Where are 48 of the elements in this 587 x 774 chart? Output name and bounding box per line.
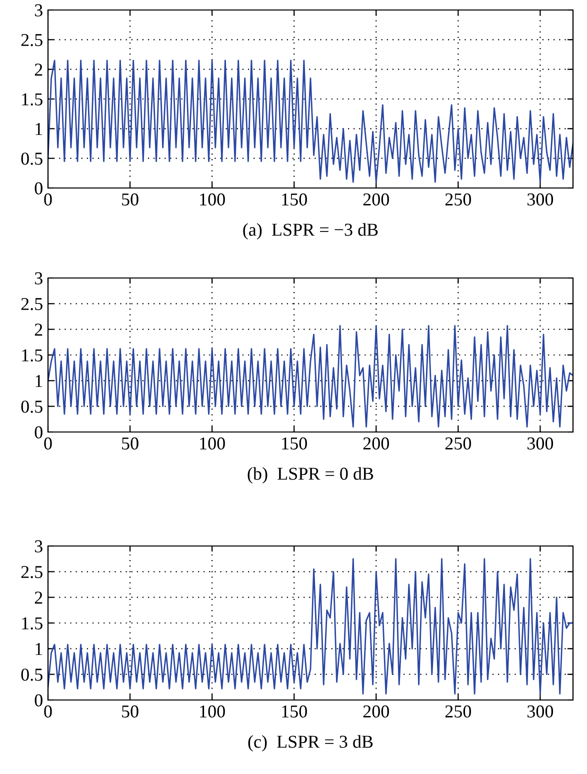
x-tick-label: 100 (200, 705, 225, 718)
y-tick-label: 0 (34, 694, 42, 706)
y-tick-label: 1 (36, 375, 42, 387)
x-tick-label: 300 (528, 705, 554, 718)
y-tick-label: 0.5 (21, 668, 42, 681)
y-tick-label: 0 (34, 426, 42, 438)
y-tick-label: 3 (34, 272, 42, 284)
x-axis-title: (b) LSPR = 0 dB (248, 467, 374, 484)
y-tick-label: 3 (34, 4, 42, 16)
x-tick-label: 200 (363, 193, 389, 206)
x-tick-label: 150 (282, 705, 307, 718)
x-tick-label: 50 (122, 193, 138, 206)
x-tick-label: 300 (528, 193, 554, 206)
y-tick-label: 2 (34, 64, 42, 76)
y-tick-label: 1 (36, 643, 42, 655)
x-axis-title: (c) LSPR = 3 dB (248, 735, 373, 752)
x-tick-label: 250 (445, 193, 472, 206)
y-tick-label: 2 (34, 324, 42, 336)
x-tick-label: 300 (528, 437, 554, 450)
x-tick-label: 250 (445, 705, 472, 718)
y-tick-label: 1 (36, 123, 42, 135)
y-tick-label: 0.5 (21, 400, 42, 413)
x-tick-label: 50 (122, 705, 138, 718)
x-tick-label: 100 (200, 437, 225, 450)
line-series (48, 558, 573, 695)
y-tick-label: 2.5 (21, 34, 42, 46)
x-tick-label: 0 (44, 437, 52, 450)
y-tick-label: 2.5 (21, 298, 42, 310)
y-tick-label: 1.5 (22, 93, 42, 106)
x-tick-label: 200 (363, 705, 389, 718)
y-tick-label: 2 (34, 592, 42, 604)
x-tick-label: 0 (44, 193, 52, 206)
x-tick-label: 50 (122, 437, 138, 450)
x-tick-label: 250 (445, 437, 472, 450)
line-series (48, 60, 573, 183)
x-tick-label: 150 (282, 193, 307, 206)
y-tick-label: 1.5 (22, 349, 42, 362)
line-series (48, 325, 573, 428)
y-tick-label: 0 (34, 182, 42, 194)
y-tick-label: 3 (34, 540, 42, 552)
y-tick-label: 2.5 (21, 566, 42, 578)
x-tick-label: 200 (363, 437, 389, 450)
y-tick-label: 1.5 (22, 617, 42, 630)
x-tick-label: 150 (282, 437, 307, 450)
x-axis-title: (a) LSPR = −3 dB (243, 223, 378, 240)
x-tick-label: 100 (200, 193, 225, 206)
y-tick-label: 0.5 (21, 152, 42, 165)
x-tick-label: 0 (44, 705, 52, 718)
